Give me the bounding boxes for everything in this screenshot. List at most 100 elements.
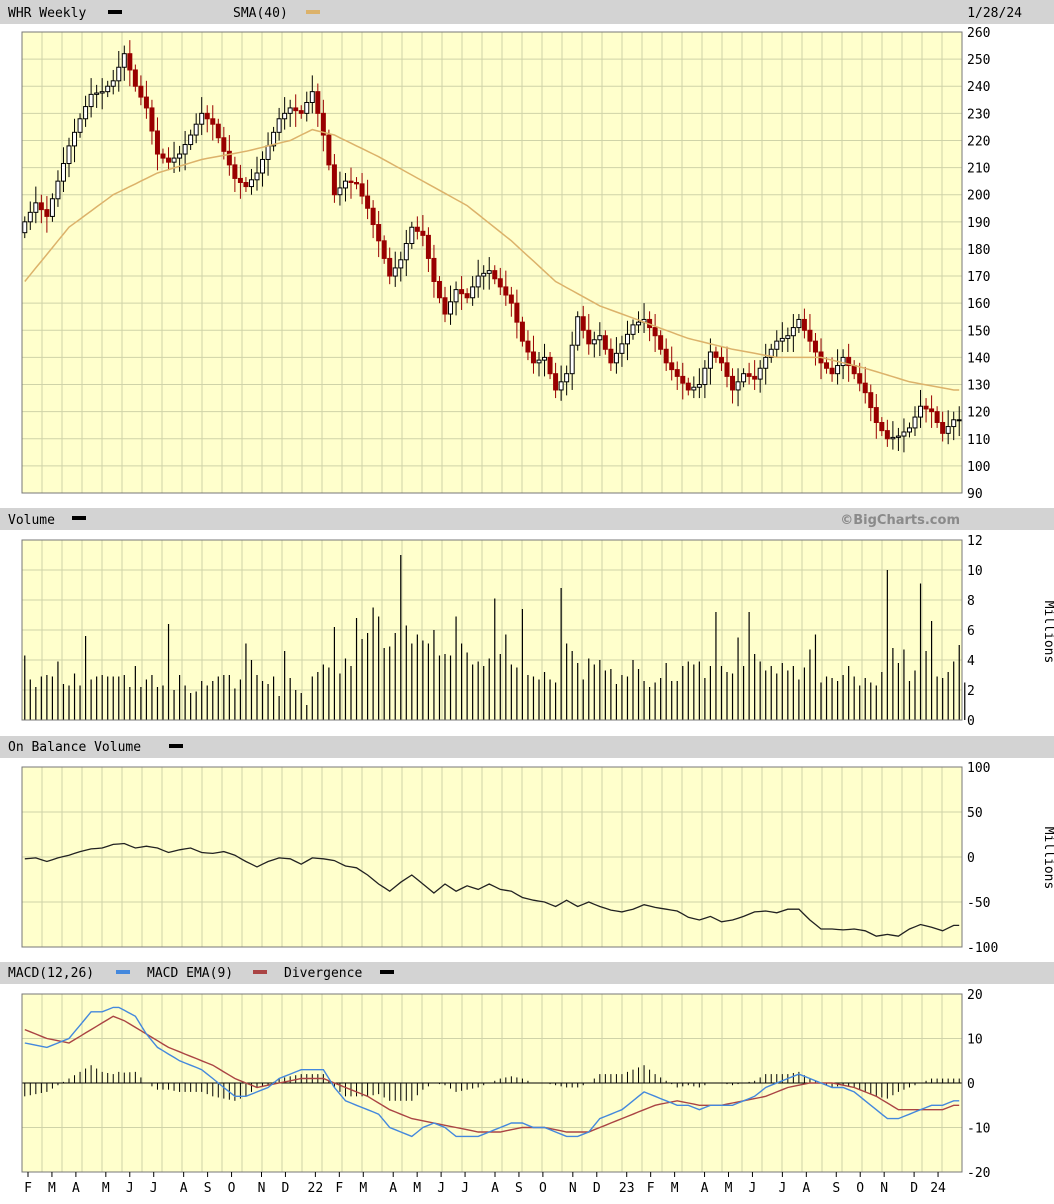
candle-body-down [862, 382, 868, 394]
y-tick-label: 12 [967, 534, 983, 549]
candle-body-up [248, 179, 254, 188]
candle-body-up [121, 53, 127, 68]
obv-header-bar [0, 736, 1054, 758]
obv-series-line [24, 842, 960, 937]
x-tick-label: A [491, 1181, 499, 1196]
candle-body-down [381, 240, 387, 259]
candle-body-up [696, 384, 702, 388]
candle-body-down [929, 408, 935, 413]
y-tick-label: -100 [967, 941, 998, 956]
candle-body-down [326, 134, 332, 166]
x-axis: F M A M J J A S O N D 22 F M A M J J A S O N D 23 F M A M J J A S O N D 24 [24, 1172, 946, 1196]
obv-title: On Balance Volume [8, 740, 141, 755]
y-tick-label: 10 [967, 1033, 983, 1048]
volume-bars [24, 555, 966, 720]
candle-body-down [652, 327, 658, 337]
candle-body-up [27, 211, 33, 223]
candle-body-down [320, 112, 326, 136]
macd-y-axis: 20 10 0 -10 -20 [967, 988, 990, 1181]
price-date-label: 1/28/24 [967, 6, 1022, 21]
candle-body-down [884, 430, 890, 440]
macd-lines [24, 1006, 960, 1138]
obv-legend-swatch [169, 744, 183, 748]
y-tick-label: 50 [967, 806, 983, 821]
candle-body-up [177, 153, 183, 159]
candle-body-down [746, 373, 752, 377]
sma-legend-swatch [306, 10, 320, 14]
candle-body-down [232, 164, 238, 179]
candle-body-down [530, 351, 536, 364]
candle-body-up [60, 163, 66, 182]
y-tick-label: 150 [967, 324, 990, 339]
candle-body-up [542, 356, 548, 361]
y-tick-label: 20 [967, 988, 983, 1003]
candle-body-down [425, 234, 431, 259]
candle-body-up [558, 381, 564, 391]
x-tick-label: O [228, 1181, 236, 1196]
candle-body-up [55, 180, 61, 200]
candle-body-up [890, 436, 896, 440]
candle-body-down [503, 286, 509, 296]
volume-header-bar [0, 508, 1054, 530]
x-tick-label: F [24, 1181, 32, 1196]
candle-body-up [182, 144, 188, 155]
candle-body-down [663, 348, 669, 364]
candle-body-up [72, 131, 78, 147]
x-tick-label: M [102, 1181, 110, 1196]
candle-body-up [88, 93, 94, 108]
y-tick-label: -50 [967, 896, 990, 911]
volume-title: Volume [8, 513, 55, 528]
macd-frame [21, 993, 963, 1173]
candle-body-up [171, 157, 177, 163]
candle-body-down [846, 356, 852, 367]
price-header-bar [0, 0, 1054, 24]
candle-body-up [475, 275, 481, 288]
x-tick-label: M [359, 1181, 367, 1196]
candle-body-up [779, 337, 785, 342]
candle-body-up [569, 344, 575, 375]
candle-body-down [519, 321, 525, 342]
y-tick-label: 130 [967, 379, 990, 394]
candle-body-up [448, 301, 454, 315]
macd-header-bar [0, 962, 1054, 984]
candle-body-up [906, 427, 912, 433]
y-tick-label: 180 [967, 243, 990, 258]
candle-body-down [851, 365, 857, 375]
candle-body-up [624, 333, 630, 345]
candle-body-down [713, 351, 719, 358]
candle-body-up [453, 289, 459, 303]
candle-body-down [414, 226, 420, 232]
candle-body-down [431, 257, 437, 282]
macd-divergence-histogram [24, 1065, 960, 1101]
candle-body-up [790, 327, 796, 337]
candle-body-up [276, 118, 282, 133]
candle-body-down [237, 177, 243, 184]
candle-body-down [586, 329, 592, 345]
candle-body-down [365, 195, 371, 209]
y-tick-label: 100 [967, 761, 990, 776]
candle-body-up [613, 352, 619, 364]
x-tick-label: N [258, 1181, 266, 1196]
candle-body-up [409, 226, 415, 245]
x-tick-label: 23 [619, 1181, 635, 1196]
candle-body-down [160, 153, 166, 159]
candle-body-down [674, 369, 680, 377]
macd-line [24, 1006, 960, 1138]
y-tick-label: 6 [967, 624, 975, 639]
x-tick-label: 24 [930, 1181, 946, 1196]
candle-body-up [49, 198, 55, 217]
y-tick-label: 10 [967, 564, 983, 579]
y-tick-label: 0 [967, 714, 975, 729]
candle-body-up [895, 435, 901, 438]
candle-body-down [934, 411, 940, 423]
candle-body-down [436, 280, 442, 299]
candle-body-down [359, 183, 365, 197]
price-frame [21, 31, 963, 494]
candle-body-down [376, 224, 382, 242]
volume-panel: Volume ©BigCharts.com 12 10 8 6 4 2 0 Millions [0, 508, 1054, 729]
price-candles [22, 40, 962, 453]
obv-ylabel: Millions [1041, 827, 1054, 890]
candle-body-down [215, 123, 221, 139]
candle-body-up [945, 426, 951, 434]
